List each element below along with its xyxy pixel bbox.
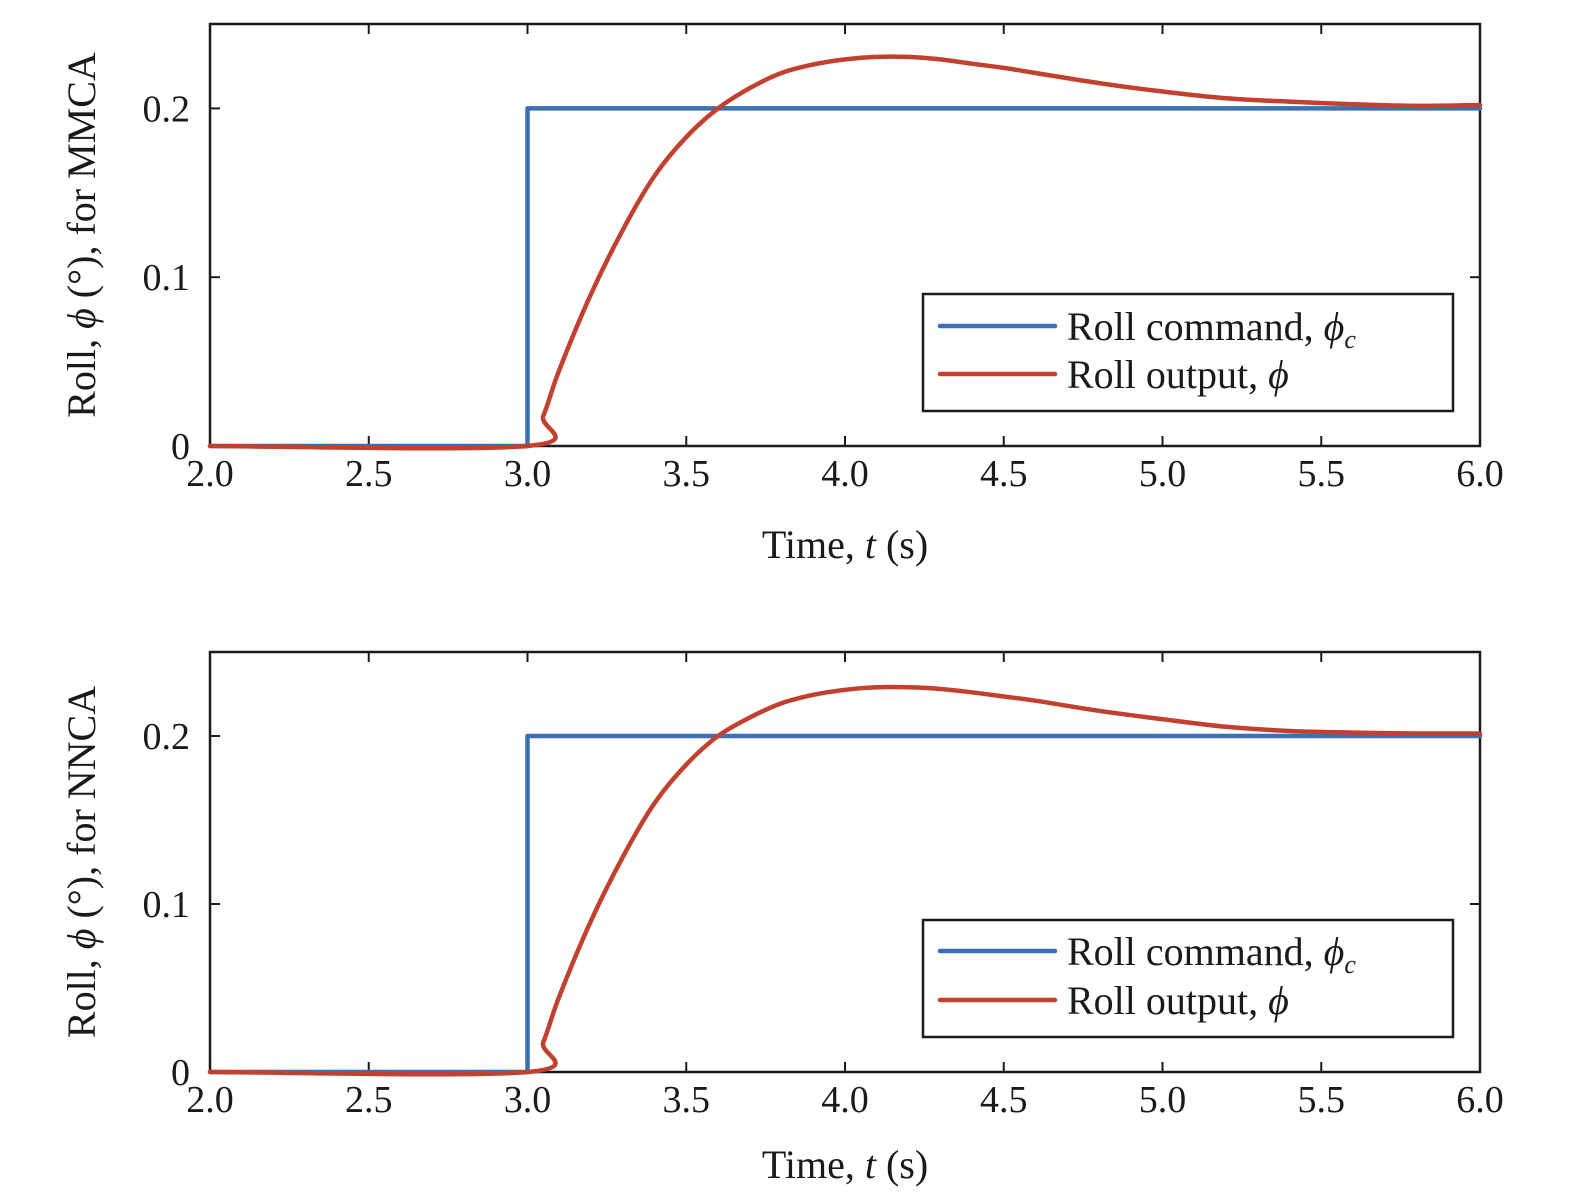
x-tick-label: 5.0: [1139, 453, 1187, 495]
y-tick-label: 0.1: [143, 884, 191, 926]
y-tick-labels: 0 0.1 0.2: [143, 716, 191, 1094]
series-line-roll-output: [207, 684, 1483, 1077]
x-tick-label: 5.5: [1298, 1079, 1346, 1121]
x-tick-label: 2.0: [186, 453, 234, 495]
chart-panel-nnca: 2.0 2.5 3.0 3.5 4.0 4.5 5.0 5.5 6.0 0 0.1 0.2 Time…: [59, 650, 1504, 1187]
y-axis-label: Roll, ϕ (°), for MMCA: [59, 52, 104, 418]
x-tick-label: 2.0: [186, 1079, 234, 1121]
x-tick-label: 2.5: [345, 1079, 393, 1121]
y-tick-labels: 0 0.1 0.2: [143, 88, 191, 468]
legend-box: [921, 292, 1455, 413]
x-tick-label: 2.5: [345, 453, 393, 495]
x-tick-labels: 2.0 2.5 3.0 3.5 4.0 4.5 5.0 5.5 6.0: [186, 1079, 1504, 1121]
y-axis-label: Roll, ϕ (°), for NNCA: [59, 686, 104, 1038]
y-tick-label: 0: [171, 1052, 190, 1094]
y-tick-label: 0.1: [143, 257, 191, 299]
legend-label-command: Roll command, ϕc: [1067, 929, 1356, 979]
y-tick-label: 0.2: [143, 88, 191, 130]
x-axis-label: Time, t (s): [762, 522, 928, 567]
x-tick-labels: 2.0 2.5 3.0 3.5 4.0 4.5 5.0 5.5 6.0: [186, 453, 1504, 495]
y-tick-label: 0.2: [143, 716, 191, 758]
legend: Roll command, ϕc Roll output, ϕ: [921, 292, 1455, 413]
x-tick-label: 3.5: [663, 453, 711, 495]
chart-panel-mmca: 2.0 2.5 3.0 3.5 4.0 4.5 5.0 5.5 6.0 0 0.1 0.2 Time…: [59, 22, 1504, 567]
x-tick-label: 6.0: [1456, 1079, 1504, 1121]
series-lines: [207, 54, 1483, 451]
y-tick-label: 0: [171, 426, 190, 468]
legend-label-output: Roll output, ϕ: [1067, 978, 1289, 1023]
x-tick-label: 5.0: [1139, 1079, 1187, 1121]
x-tick-label: 5.5: [1298, 453, 1346, 495]
legend-label-output: Roll output, ϕ: [1067, 352, 1289, 397]
x-tick-label: 4.5: [980, 1079, 1028, 1121]
x-tick-label: 3.0: [504, 453, 552, 495]
x-tick-label: 4.0: [821, 1079, 869, 1121]
x-tick-label: 3.5: [663, 1079, 711, 1121]
x-tick-label: 3.0: [504, 1079, 552, 1121]
axis-ticks: [209, 652, 1481, 1073]
x-tick-label: 4.0: [821, 453, 869, 495]
series-line-roll-output: [207, 54, 1483, 451]
x-tick-label: 4.5: [980, 453, 1028, 495]
legend-box: [921, 918, 1455, 1039]
x-tick-label: 6.0: [1456, 453, 1504, 495]
x-axis-label: Time, t (s): [762, 1142, 928, 1187]
legend-label-command: Roll command, ϕc: [1067, 304, 1356, 354]
legend: Roll command, ϕc Roll output, ϕ: [921, 918, 1455, 1039]
series-lines: [207, 684, 1483, 1077]
